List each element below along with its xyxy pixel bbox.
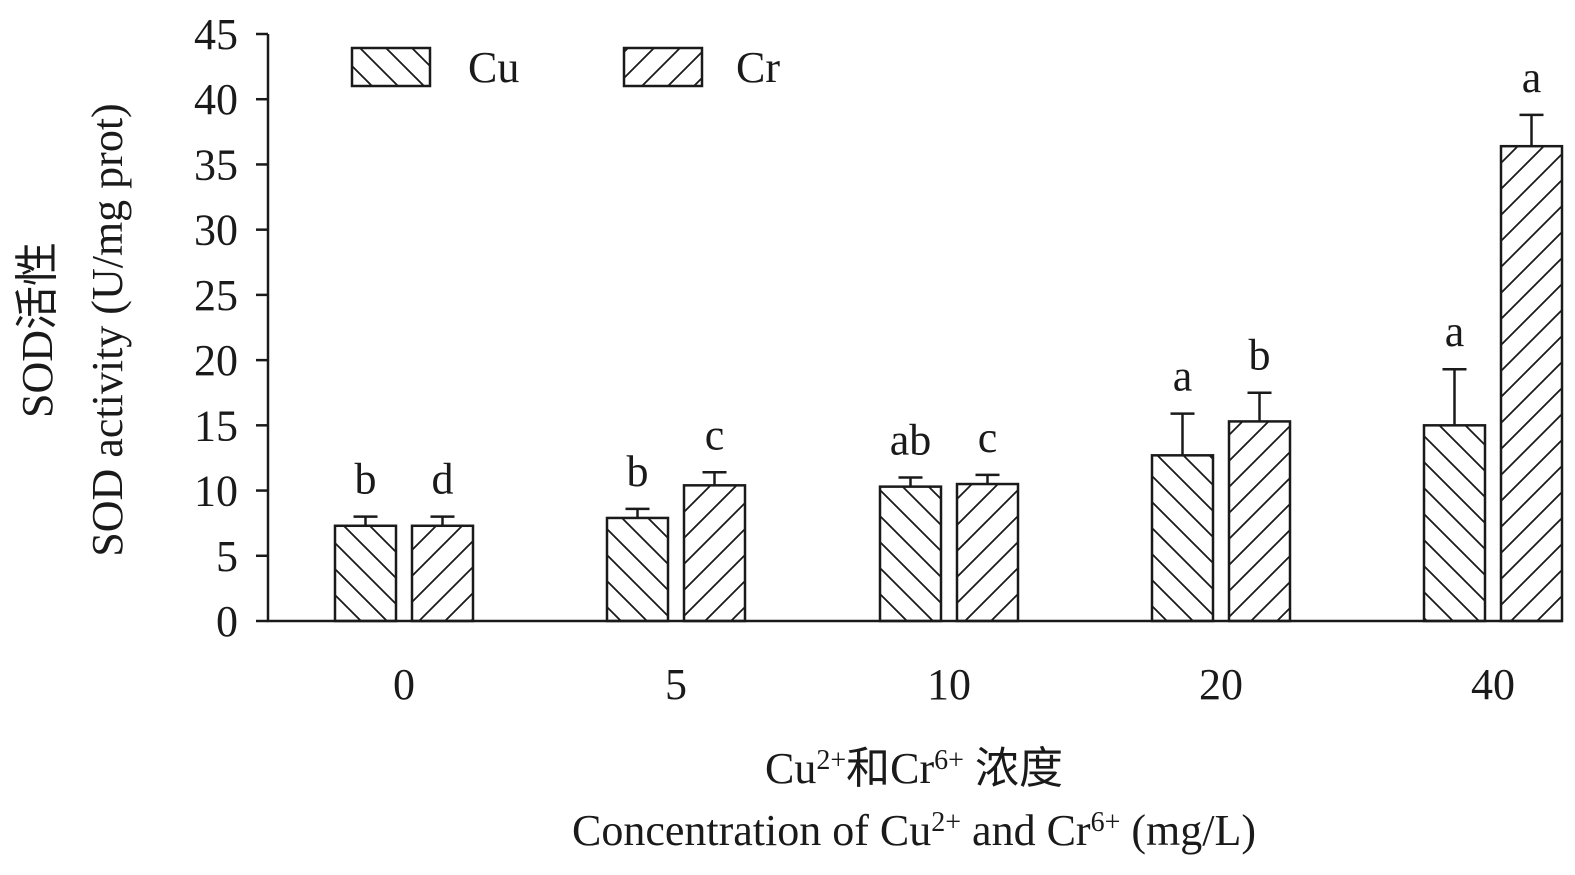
legend-swatch-cr: [622, 46, 704, 88]
y-tick-label: 30: [194, 206, 238, 255]
y-tick-label: 0: [216, 597, 238, 646]
x-tick-label: 0: [393, 660, 415, 709]
bar-cu: [1150, 454, 1215, 623]
x-tick-label: 10: [927, 660, 971, 709]
significance-label: b: [627, 447, 649, 496]
y-tick-label: 15: [194, 401, 238, 450]
y-axis-title-en: SOD activity (U/mg prot): [83, 103, 132, 556]
y-axis-ticks: 0 5 10 15 20 25 30 35 40 45: [194, 10, 268, 646]
significance-label: a: [1173, 352, 1193, 401]
y-tick-label: 5: [216, 532, 238, 581]
bar-cr: [1499, 144, 1564, 623]
y-tick-label: 10: [194, 467, 238, 516]
significance-label: ab: [890, 416, 932, 465]
y-axis-title: SOD活性 SOD activity (U/mg prot): [13, 103, 132, 556]
bar-cu: [605, 516, 670, 623]
legend-label-cu: Cu: [468, 43, 519, 92]
x-tick-label: 40: [1471, 660, 1515, 709]
bar-cu: [878, 485, 943, 623]
significance-label: d: [432, 455, 454, 504]
y-tick-label: 35: [194, 140, 238, 189]
x-tick-label: 5: [665, 660, 687, 709]
bar-cu: [333, 524, 398, 623]
significance-label: b: [355, 455, 377, 504]
legend-swatch-cu: [350, 46, 432, 88]
x-axis-ticks: 0 5 10 20 40: [393, 660, 1515, 709]
y-tick-label: 40: [194, 75, 238, 124]
axes: [266, 34, 1562, 623]
x-axis-title-cn: Cu2+和Cr6+ 浓度: [765, 744, 1063, 793]
legend-label-cr: Cr: [736, 43, 780, 92]
significance-label: a: [1522, 53, 1542, 102]
y-tick-label: 20: [194, 336, 238, 385]
bar-cr: [682, 484, 747, 623]
y-axis-title-cn: SOD活性: [13, 242, 62, 418]
bar-cr: [1227, 420, 1292, 623]
significance-label: c: [705, 410, 725, 459]
significance-label: a: [1445, 307, 1465, 356]
significance-label: b: [1249, 331, 1271, 380]
bar-cu: [1422, 424, 1487, 623]
x-axis-title-en: Concentration of Cu2+ and Cr6+ (mg/L): [572, 806, 1256, 855]
y-tick-label: 25: [194, 271, 238, 320]
x-tick-label: 20: [1199, 660, 1243, 709]
bar-cr: [955, 482, 1020, 623]
legend: Cu Cr: [350, 43, 780, 92]
bar-cr: [410, 524, 475, 623]
y-tick-label: 45: [194, 10, 238, 59]
bars: b b ab a a d c c b a: [333, 53, 1564, 623]
x-axis-title: Cu2+和Cr6+ 浓度 Concentration of Cu2+ and C…: [572, 744, 1256, 855]
significance-label: c: [978, 413, 998, 462]
